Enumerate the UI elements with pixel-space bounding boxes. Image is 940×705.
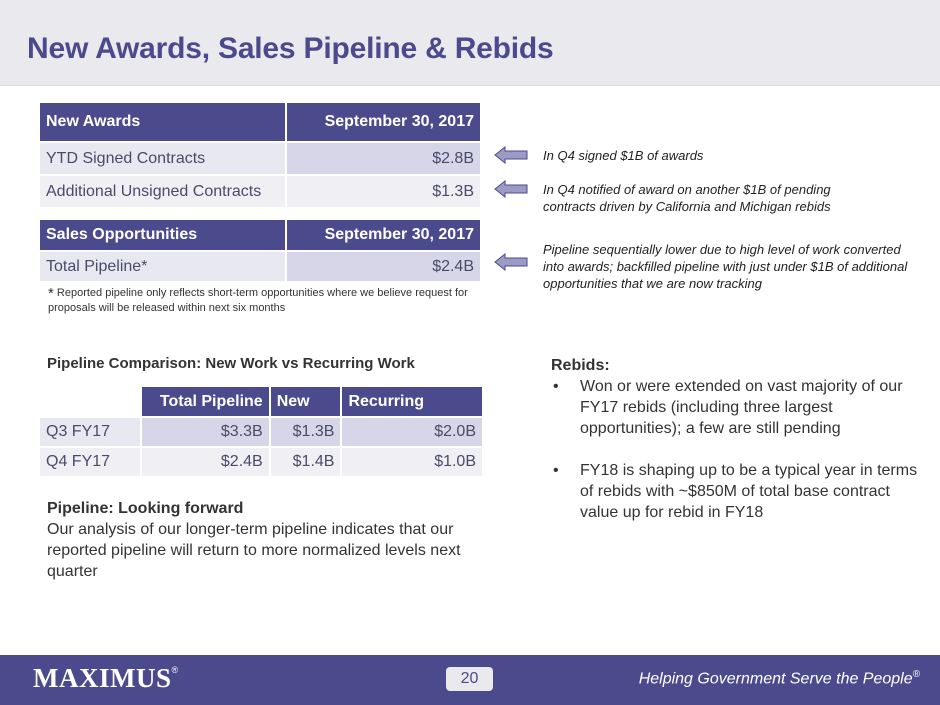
maximus-logo: MAXIMUS®	[33, 663, 179, 693]
rebids-bullet-text: FY18 is shaping up to be a typical year …	[580, 462, 918, 521]
column-header: Sales Opportunities	[40, 220, 286, 250]
note-q4-signed: In Q4 signed $1B of awards	[543, 148, 704, 163]
row-value: $1.3B	[287, 176, 480, 207]
looking-forward-text: Our analysis of our longer-term pipeline…	[47, 521, 461, 580]
row-label: Total Pipeline*	[40, 252, 286, 281]
table-row: Q3 FY17 $3.3B $1.3B $2.0B	[40, 418, 482, 446]
row-value: $2.8B	[287, 143, 480, 174]
column-header: New	[270, 387, 341, 416]
rebids-bullet-text: Won or were extended on vast majority of…	[580, 378, 903, 437]
new-awards-table: New Awards September 30, 2017 YTD Signed…	[38, 101, 482, 209]
rebids-section: Rebids: • Won or were extended on vast m…	[551, 355, 921, 523]
rebids-bullet: • Won or were extended on vast majority …	[551, 376, 921, 439]
cell-value: $2.0B	[342, 418, 482, 446]
bullet-marker: •	[553, 462, 559, 479]
sales-opportunities-table: Sales Opportunities September 30, 2017 T…	[38, 218, 482, 283]
rebids-bullet: • FY18 is shaping up to be a typical yea…	[551, 460, 921, 523]
row-value: $2.4B	[287, 252, 480, 281]
page-title: New Awards, Sales Pipeline & Rebids	[27, 32, 554, 65]
row-label: Additional Unsigned Contracts	[40, 176, 286, 207]
row-label: Q3 FY17	[40, 418, 141, 446]
note-pipeline-lower: Pipeline sequentially lower due to high …	[543, 242, 908, 291]
column-header: Recurring	[342, 387, 482, 416]
table-header-row: New Awards September 30, 2017	[40, 103, 480, 141]
title-bar	[0, 0, 940, 86]
cell-value: $1.4B	[270, 448, 341, 476]
table-row: YTD Signed Contracts $2.8B	[40, 143, 480, 174]
table-header-row: Sales Opportunities September 30, 2017	[40, 220, 480, 250]
column-header: September 30, 2017	[287, 220, 480, 250]
cell-value: $1.0B	[342, 448, 482, 476]
page-number: 20	[446, 667, 493, 691]
left-arrow-icon	[494, 253, 528, 271]
table-header-row: Total Pipeline New Recurring	[40, 387, 482, 416]
table-row: Additional Unsigned Contracts $1.3B	[40, 176, 480, 207]
footnote-star: *	[48, 285, 54, 302]
column-header: New Awards	[40, 103, 286, 141]
note-q4-notified: In Q4 notified of award on another $1B o…	[543, 182, 831, 214]
tagline: Helping Government Serve the People®	[638, 669, 920, 688]
blank-header	[40, 387, 141, 416]
looking-forward-heading: Pipeline: Looking forward	[47, 500, 244, 517]
rebids-heading: Rebids:	[551, 357, 610, 374]
row-label: YTD Signed Contracts	[40, 143, 286, 174]
row-label: Q4 FY17	[40, 448, 141, 476]
pipeline-comparison-table: Total Pipeline New Recurring Q3 FY17 $3.…	[38, 385, 484, 478]
pipeline-footnote: * Reported pipeline only reflects short-…	[48, 286, 468, 315]
column-header: September 30, 2017	[287, 103, 480, 141]
left-arrow-icon	[494, 146, 528, 164]
looking-forward-section: Pipeline: Looking forward Our analysis o…	[47, 498, 477, 582]
cell-value: $1.3B	[270, 418, 341, 446]
bullet-marker: •	[553, 378, 559, 395]
pipeline-comparison-title: Pipeline Comparison: New Work vs Recurri…	[47, 355, 415, 372]
cell-value: $3.3B	[142, 418, 269, 446]
table-row: Q4 FY17 $2.4B $1.4B $1.0B	[40, 448, 482, 476]
left-arrow-icon	[494, 180, 528, 198]
column-header: Total Pipeline	[142, 387, 269, 416]
footnote-text: Reported pipeline only reflects short-te…	[48, 287, 468, 314]
cell-value: $2.4B	[142, 448, 269, 476]
table-row: Total Pipeline* $2.4B	[40, 252, 480, 281]
